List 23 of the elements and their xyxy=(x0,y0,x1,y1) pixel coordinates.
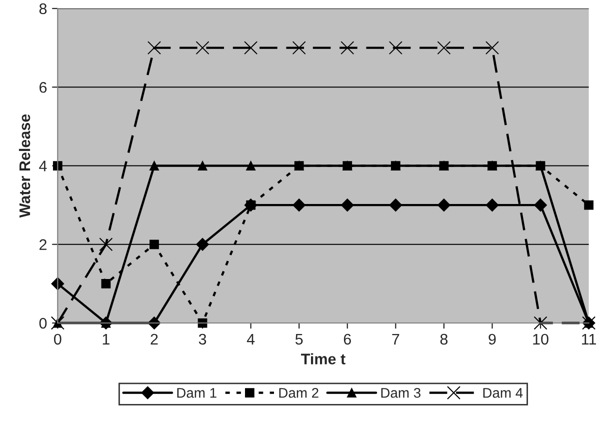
y-tick-label: 0 xyxy=(39,318,47,329)
y-tick-label: 8 xyxy=(39,3,47,14)
y-tick-label: 2 xyxy=(40,239,46,250)
x-tick-label: 3 xyxy=(198,334,206,345)
x-tick-label: 7 xyxy=(392,334,400,344)
legend-label: Dam 3 xyxy=(381,388,420,398)
x-tick-label: 0 xyxy=(54,334,62,345)
x-tick-label: 8 xyxy=(440,334,448,345)
x-tick-label: 9 xyxy=(488,334,496,345)
y-tick-label: 4 xyxy=(39,160,47,172)
legend-label: Dam 2 xyxy=(279,388,318,398)
x-tick-label: 10 xyxy=(533,334,548,345)
x-tick-label: 11 xyxy=(582,334,596,344)
x-tick-label: 4 xyxy=(246,334,255,344)
legend-label: Dam 1 xyxy=(177,388,216,398)
y-tick-label: 6 xyxy=(40,82,47,93)
x-tick-label: 6 xyxy=(344,334,351,345)
y-axis-title: Water Release xyxy=(18,114,30,218)
x-axis-title: Time t xyxy=(301,353,346,364)
x-tick-label: 5 xyxy=(295,334,303,345)
x-tick-label: 2 xyxy=(150,334,158,344)
x-tick-label: 1 xyxy=(102,334,110,344)
legend-label: Dam 4 xyxy=(483,388,523,398)
